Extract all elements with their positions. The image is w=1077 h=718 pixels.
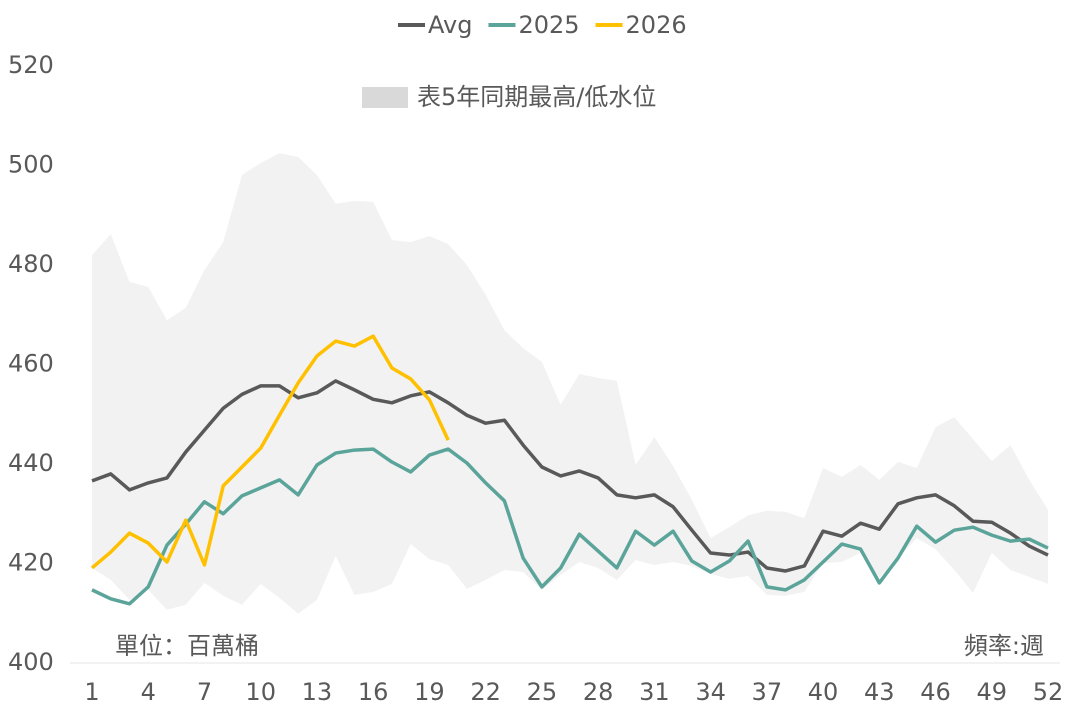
x-tick-label: 16: [358, 678, 389, 706]
x-tick-label: 28: [583, 678, 614, 706]
series-line: [91, 379, 1049, 573]
x-tick-label: 43: [864, 678, 895, 706]
x-tick-label: 10: [245, 678, 276, 706]
y-tick-label: 480: [8, 250, 54, 278]
x-tick-label: 49: [976, 678, 1007, 706]
range-band: [92, 153, 1048, 614]
y-tick-label: 520: [8, 51, 54, 79]
series-line: [90, 334, 450, 570]
y-tick-label: 460: [8, 350, 54, 378]
legend-label: Avg: [428, 11, 472, 39]
x-tick-label: 34: [695, 678, 726, 706]
y-tick-label: 420: [8, 549, 54, 577]
x-tick-label: 4: [141, 678, 156, 706]
y-tick-label: 400: [8, 648, 54, 676]
x-tick-label: 25: [527, 678, 558, 706]
legend-label: 表5年同期最高/低水位: [417, 83, 656, 111]
x-tick-label: 40: [808, 678, 839, 706]
y-tick-label: 500: [8, 151, 54, 179]
series-line: [91, 447, 1049, 606]
x-tick-label: 7: [197, 678, 212, 706]
x-tick-label: 31: [639, 678, 670, 706]
x-tick-label: 52: [1033, 678, 1064, 706]
y-tick-label: 440: [8, 449, 54, 477]
legend-swatch: [362, 87, 408, 108]
frequency-note: 頻率:週: [964, 632, 1044, 660]
x-tick-label: 19: [414, 678, 445, 706]
x-tick-label: 46: [920, 678, 951, 706]
x-tick-label: 13: [302, 678, 333, 706]
legend-label: 2026: [626, 11, 687, 39]
legend-label: 2025: [518, 11, 579, 39]
x-tick-label: 1: [84, 678, 99, 706]
x-tick-label: 22: [470, 678, 501, 706]
x-tick-label: 37: [752, 678, 783, 706]
unit-note: 單位：百萬桶: [115, 632, 259, 660]
